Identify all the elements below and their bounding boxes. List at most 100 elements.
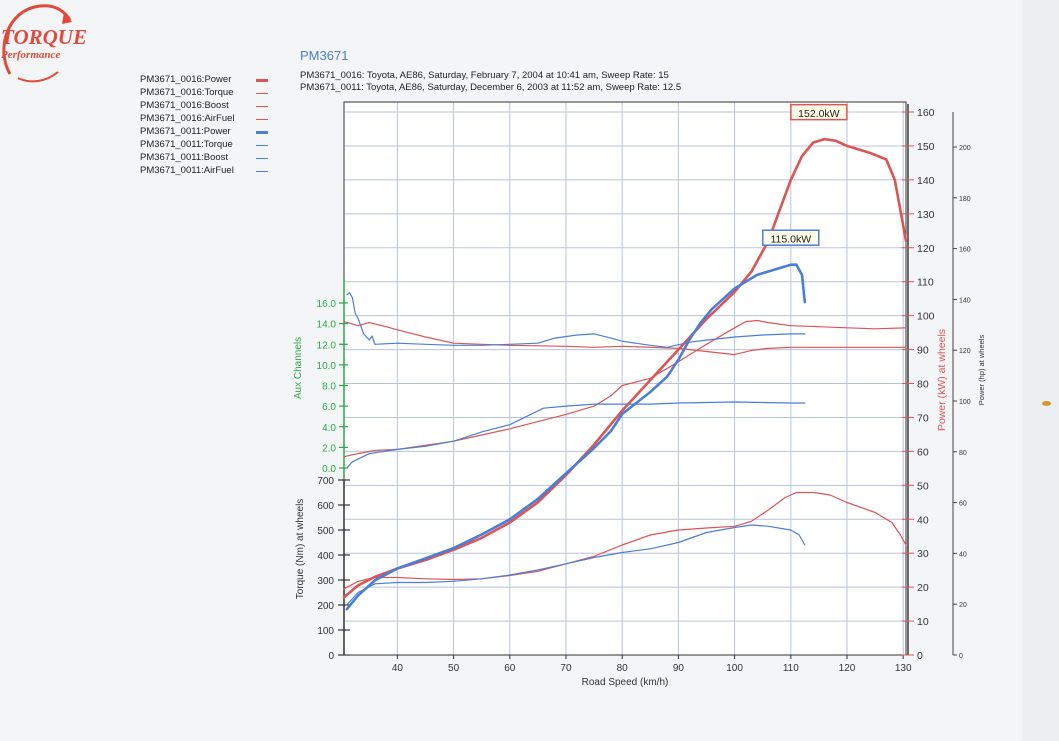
power-hp-tick-label: 20 xyxy=(959,602,967,609)
legend-swatch xyxy=(256,131,268,134)
legend-item: PM3671_0011:AirFuel xyxy=(140,165,280,178)
page-edge xyxy=(1022,0,1059,741)
legend-label: PM3671_0011:Torque xyxy=(140,139,233,150)
legend-swatch xyxy=(256,93,268,94)
power-hp-tick-label: 80 xyxy=(959,450,967,457)
aux-tick-label: 2.0 xyxy=(322,443,336,454)
x-axis-label: Road Speed (km/h) xyxy=(582,677,669,688)
x-tick-label: 100 xyxy=(726,663,743,674)
x-tick-label: 40 xyxy=(392,663,404,674)
power-kw-tick-label: 60 xyxy=(917,446,929,458)
power-kw-tick-label: 150 xyxy=(917,141,935,153)
aux-tick-label: 4.0 xyxy=(322,423,336,434)
aux-tick-label: 0.0 xyxy=(322,464,336,475)
series-line-pm3671-0011-boost xyxy=(346,401,806,469)
power-hp-tick-label: 40 xyxy=(959,551,967,558)
power-kw-tick-label: 140 xyxy=(917,175,935,187)
aux-tick-label: 8.0 xyxy=(322,382,336,393)
page-title: PM3671 xyxy=(300,48,349,63)
legend-swatch xyxy=(256,145,268,146)
power-kw-tick-label: 160 xyxy=(917,107,935,119)
power-hp-tick-label: 60 xyxy=(959,501,967,508)
legend-swatch xyxy=(256,79,268,82)
power-kw-axis-label: Power (kW) at wheels xyxy=(936,329,948,431)
run-info-0011: PM3671_0011: Toyota, AE86, Saturday, Dec… xyxy=(300,82,682,93)
legend-item: PM3671_0016:Power xyxy=(140,74,280,87)
power-kw-tick-label: 10 xyxy=(917,616,929,628)
power-kw-tick-label: 90 xyxy=(917,345,929,357)
power-hp-tick-label: 140 xyxy=(959,297,971,304)
power-hp-tick-label: 180 xyxy=(959,196,971,203)
legend-label: PM3671_0016:Torque xyxy=(140,87,234,98)
svg-text:Performance: Performance xyxy=(1,49,60,61)
chart-legend: PM3671_0016:Power PM3671_0016:Torque PM3… xyxy=(140,74,280,178)
torque-tick-label: 200 xyxy=(317,601,334,612)
aux-tick-label: 14.0 xyxy=(317,320,337,331)
power-hp-tick-label: 160 xyxy=(959,247,971,254)
legend-label: PM3671_0016:Boost xyxy=(140,100,229,111)
legend-item: PM3671_0016:AirFuel xyxy=(140,113,280,126)
torque-tick-label: 700 xyxy=(317,476,334,487)
power-kw-tick-label: 20 xyxy=(917,582,929,594)
legend-swatch xyxy=(256,119,268,120)
torque-tick-label: 100 xyxy=(317,626,334,637)
series-line-pm3671-0016-airfuel xyxy=(343,321,907,356)
legend-label: PM3671_0016:Power xyxy=(140,74,232,85)
power-hp-tick-label: 200 xyxy=(959,145,971,152)
aux-tick-label: 16.0 xyxy=(317,299,337,310)
power-kw-tick-label: 70 xyxy=(917,412,929,424)
scan-speck xyxy=(1042,401,1051,406)
power-kw-tick-label: 40 xyxy=(917,514,929,526)
power-kw-tick-label: 0 xyxy=(917,650,923,662)
torque-tick-label: 300 xyxy=(317,576,334,587)
series-line-pm3671-0011-power xyxy=(345,263,807,611)
peak-annotation-box xyxy=(762,229,820,246)
series-line-pm3671-0016-torque xyxy=(343,491,907,590)
x-tick-label: 90 xyxy=(673,663,685,674)
power-hp-tick-label: 100 xyxy=(959,399,971,406)
legend-label: PM3671_0011:Power xyxy=(140,126,231,137)
legend-swatch xyxy=(256,158,268,159)
aux-tick-label: 6.0 xyxy=(322,402,336,413)
series-line-pm3671-0011-torque xyxy=(346,524,806,606)
x-tick-label: 130 xyxy=(895,663,912,674)
legend-item: PM3671_0011:Boost xyxy=(140,152,280,165)
legend-item: PM3671_0016:Torque xyxy=(140,87,280,100)
power-kw-tick-label: 30 xyxy=(917,548,929,560)
legend-label: PM3671_0016:AirFuel xyxy=(140,113,235,124)
legend-swatch xyxy=(256,106,268,107)
series-line-pm3671-0016-power xyxy=(342,137,908,599)
peak-annotation-label: 152.0kW xyxy=(798,108,840,120)
peak-annotation-label: 115.0kW xyxy=(770,234,811,246)
x-tick-label: 50 xyxy=(448,663,460,674)
torque-axis-label: Torque (Nm) at wheels xyxy=(295,499,306,600)
torque-performance-logo: TORQUE Performance xyxy=(0,0,87,84)
legend-label: PM3671_0011:Boost xyxy=(140,152,229,163)
svg-text:TORQUE: TORQUE xyxy=(1,25,86,49)
aux-tick-label: 10.0 xyxy=(317,361,337,372)
power-hp-tick-label: 0 xyxy=(959,653,963,660)
power-kw-tick-label: 120 xyxy=(917,243,935,255)
power-kw-tick-label: 130 xyxy=(917,209,935,221)
legend-swatch xyxy=(256,171,268,172)
series-line-pm3671-0011-airfuel xyxy=(346,292,806,348)
x-tick-label: 110 xyxy=(783,663,799,674)
x-tick-label: 80 xyxy=(617,663,629,674)
torque-tick-label: 0 xyxy=(328,651,334,662)
power-hp-tick-label: 120 xyxy=(959,348,971,355)
legend-item: PM3671_0016:Boost xyxy=(140,100,280,113)
power-hp-axis-label: Power (hp) at wheels xyxy=(977,335,986,406)
series-line-pm3671-0016-boost xyxy=(343,319,907,458)
x-tick-label: 70 xyxy=(560,663,572,674)
legend-item: PM3671_0011:Power xyxy=(140,126,280,139)
torque-tick-label: 600 xyxy=(317,501,334,512)
plot-area xyxy=(344,102,906,655)
power-kw-tick-label: 80 xyxy=(917,379,929,391)
aux-tick-label: 12.0 xyxy=(317,340,337,351)
aux-axis-label: Aux Channels xyxy=(293,337,304,399)
power-kw-tick-label: 110 xyxy=(917,277,934,289)
run-info-0016: PM3671_0016: Toyota, AE86, Saturday, Feb… xyxy=(300,70,669,81)
torque-tick-label: 400 xyxy=(317,551,334,562)
torque-tick-label: 500 xyxy=(317,526,334,537)
